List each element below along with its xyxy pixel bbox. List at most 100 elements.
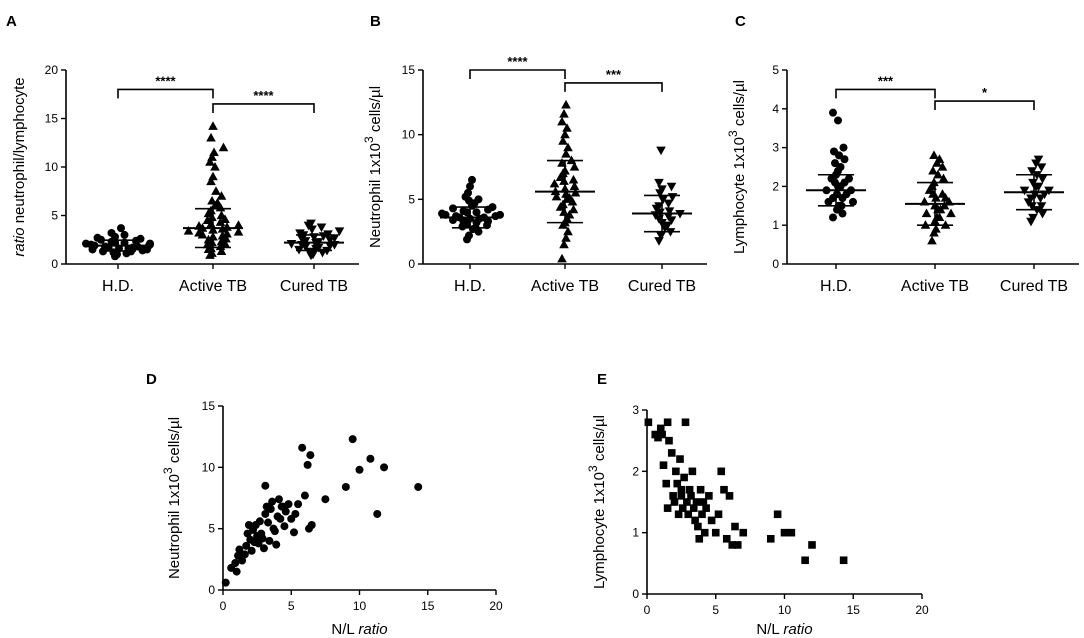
x-axis-label: N/L ratio <box>331 621 387 638</box>
significance-bracket <box>212 103 315 113</box>
data-point <box>557 253 567 263</box>
data-point <box>937 162 948 171</box>
y-tick-label: 0 <box>408 257 415 271</box>
data-point <box>348 435 357 444</box>
y-tick-label: 0 <box>632 587 639 601</box>
data-point <box>562 123 572 132</box>
data-point <box>702 504 710 512</box>
data-point <box>203 234 214 244</box>
data-point <box>698 510 706 519</box>
data-point <box>1033 155 1044 165</box>
panel-label-b: B <box>370 13 381 30</box>
data-point <box>687 492 695 500</box>
category-label: Cured TB <box>1000 278 1068 295</box>
data-point <box>665 436 673 445</box>
data-point <box>1037 209 1048 219</box>
data-point <box>232 567 241 576</box>
data-point <box>700 528 709 537</box>
data-point <box>559 207 569 216</box>
data-point <box>549 178 560 188</box>
y-tick-label: 0 <box>51 257 58 271</box>
data-point <box>222 228 232 238</box>
category-label: Active TB <box>901 278 969 295</box>
data-point <box>677 492 686 500</box>
category-label: H.D. <box>102 278 134 295</box>
data-point <box>264 518 273 527</box>
significance-label: **** <box>155 73 176 88</box>
data-point <box>670 498 679 506</box>
data-point <box>329 234 340 243</box>
panel-e: E 0 1 2 3 0 5 10 15 20 Lymphocyte 1x103 cells/µl N… <box>586 371 929 638</box>
panel-c-axes: 0 1 2 3 4 5 H.D. Active TB Cured TB Lymphocyte 1x… <box>726 63 1079 295</box>
data-point <box>1035 194 1046 204</box>
x-tick-label: 10 <box>778 603 792 617</box>
data-point <box>696 485 705 494</box>
data-point <box>773 510 782 519</box>
data-point <box>658 195 668 205</box>
data-point <box>268 497 277 506</box>
y-axis-label: Lymphocyte 1x103 cells/µl <box>726 80 748 254</box>
data-point <box>1036 163 1047 172</box>
data-point <box>261 509 270 518</box>
data-point <box>705 492 713 500</box>
data-point <box>341 482 350 491</box>
data-point <box>731 522 739 531</box>
y-tick-label: 20 <box>45 63 59 77</box>
data-point <box>558 136 568 145</box>
data-point <box>658 430 666 439</box>
panel-label-c: C <box>735 13 746 30</box>
data-point <box>235 545 244 554</box>
y-axis-label: Neutrophil 1x103 cells/µl <box>362 86 384 248</box>
data-point <box>722 535 731 543</box>
data-point <box>216 246 227 255</box>
panel-d: D 0 5 10 15 0 5 10 15 20 Neutrophil 1x103 cells/µ… <box>146 371 503 638</box>
x-axis-label: N/L ratio <box>756 621 812 638</box>
y-tick-label: 5 <box>772 63 779 77</box>
data-point <box>438 209 446 218</box>
data-point <box>194 227 204 237</box>
data-point <box>295 229 305 238</box>
data-point <box>766 535 775 543</box>
data-point <box>695 535 704 543</box>
y-axis-label: Neutrophil 1x103 cells/µl <box>161 417 183 579</box>
x-tick-label: 5 <box>288 599 295 613</box>
data-point <box>472 208 481 217</box>
data-point <box>93 233 102 242</box>
panel-e-marks <box>644 418 848 565</box>
data-point <box>306 451 315 460</box>
data-point <box>557 116 567 126</box>
data-point <box>206 176 216 186</box>
data-point <box>452 212 460 221</box>
data-point <box>691 516 699 525</box>
data-point <box>240 550 249 559</box>
data-point <box>468 175 476 184</box>
data-point <box>306 219 316 229</box>
data-point <box>669 492 677 500</box>
data-point <box>561 233 571 242</box>
data-point <box>564 209 575 219</box>
data-point <box>1027 167 1037 176</box>
data-point <box>465 231 473 240</box>
data-point <box>946 208 956 218</box>
significance-label: * <box>982 85 988 100</box>
data-point <box>921 208 932 218</box>
data-point <box>488 203 497 212</box>
panel-d-axes: 0 5 10 15 0 5 10 15 20 Neutrophil 1x103 cells/µl N… <box>161 399 503 638</box>
data-point <box>656 146 666 156</box>
data-point <box>938 173 949 183</box>
data-point <box>202 215 213 224</box>
data-point <box>208 171 218 181</box>
data-point <box>654 237 664 246</box>
data-point <box>563 226 573 236</box>
data-point <box>569 181 580 190</box>
data-point <box>831 159 839 168</box>
data-point <box>720 485 728 494</box>
data-point <box>681 418 690 427</box>
data-point <box>136 234 145 243</box>
data-point <box>551 191 562 201</box>
data-point <box>276 514 285 523</box>
data-point <box>414 482 423 491</box>
data-point <box>215 217 226 226</box>
data-point <box>238 556 247 565</box>
data-point <box>561 149 571 158</box>
